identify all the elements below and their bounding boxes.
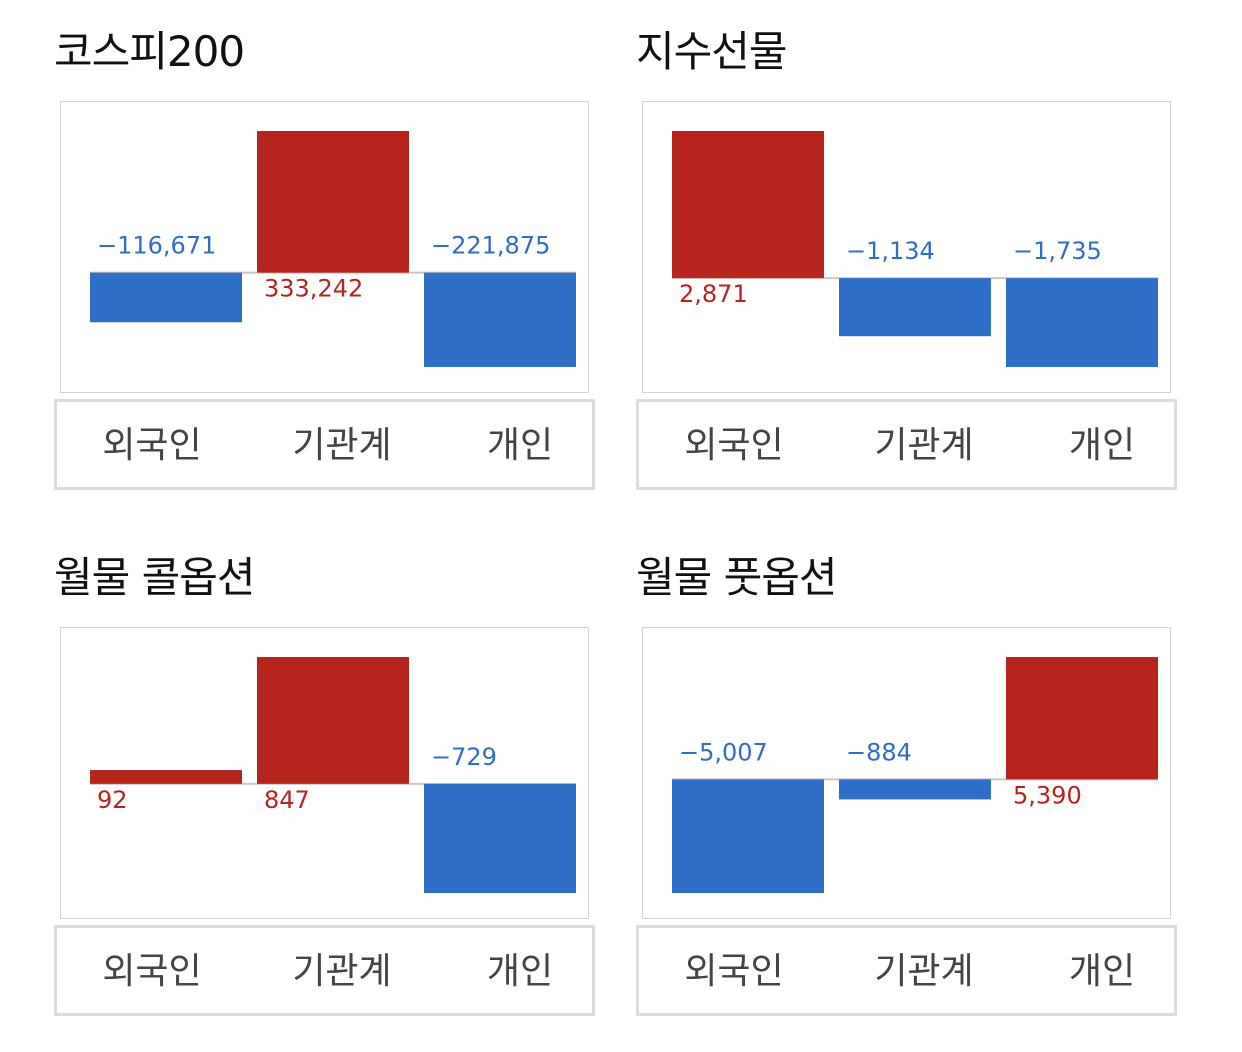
bar [839,278,991,337]
data-label: 847 [264,786,310,814]
data-label: −221,875 [431,232,550,260]
chart-plot-area: 92 847 −729 [60,627,589,919]
chart-plot-area: −116,671 333,242 −221,875 [60,101,589,393]
bar-chart: 92 847 −729 [90,657,576,893]
data-label: −116,671 [97,232,216,260]
category-label: 개인 [1068,425,1136,466]
category-label: 기관계 [874,425,974,466]
category-axis: 외국인 기관계 개인 [54,925,595,1016]
chart-panel-monthly-call-option: 월물 콜옵션 92 847 −729 외국인 기관계 개인 [54,526,614,1016]
category-label: 기관계 [292,951,392,992]
chart-panel-kospi200: 코스피200 −116,671 333,242 −221,875 외국인 기관계 개… [54,0,614,490]
category-label: 외국인 [684,951,784,992]
bar [257,131,409,273]
chart-plot-area: 2,871 −1,134 −1,735 [642,101,1171,393]
bar [257,657,409,784]
category-label: 외국인 [102,951,202,992]
category-label: 기관계 [874,951,974,992]
data-label: −884 [846,738,912,766]
category-label: 개인 [1068,951,1136,992]
data-label: −1,735 [1013,237,1102,265]
bar [90,272,242,323]
category-label: 개인 [486,951,554,992]
bar-chart: 2,871 −1,134 −1,735 [672,131,1158,367]
bar [90,770,242,784]
bar-chart: −116,671 333,242 −221,875 [90,131,576,367]
chart-panel-index-futures: 지수선물 2,871 −1,134 −1,735 외국인 기관계 개인 [636,0,1196,490]
category-axis: 외국인 기관계 개인 [636,925,1177,1016]
chart-title: 월물 콜옵션 [54,553,256,602]
chart-plot-area: −5,007 −884 5,390 [642,627,1171,919]
bar [1006,657,1158,780]
data-label: −5,007 [679,738,768,766]
chart-title: 지수선물 [636,27,788,76]
data-label: 2,871 [679,280,748,308]
bar [839,779,991,800]
bar [424,272,576,367]
data-label: 92 [97,786,128,814]
data-label: −1,134 [846,237,935,265]
bar [424,783,576,893]
bar [672,131,824,279]
category-axis: 외국인 기관계 개인 [54,399,595,490]
data-label: 5,390 [1013,781,1082,809]
bar [672,779,824,893]
chart-title: 월물 풋옵션 [636,553,838,602]
category-axis: 외국인 기관계 개인 [636,399,1177,490]
data-label: 333,242 [264,275,363,303]
data-label: −729 [431,743,497,771]
category-label: 외국인 [684,425,784,466]
bar [1006,278,1158,367]
bar-chart: −5,007 −884 5,390 [672,657,1158,893]
category-label: 기관계 [292,425,392,466]
category-label: 외국인 [102,425,202,466]
chart-title: 코스피200 [54,27,245,76]
category-label: 개인 [486,425,554,466]
chart-panel-monthly-put-option: 월물 풋옵션 −5,007 −884 5,390 외국인 기관계 개인 [636,526,1196,1016]
